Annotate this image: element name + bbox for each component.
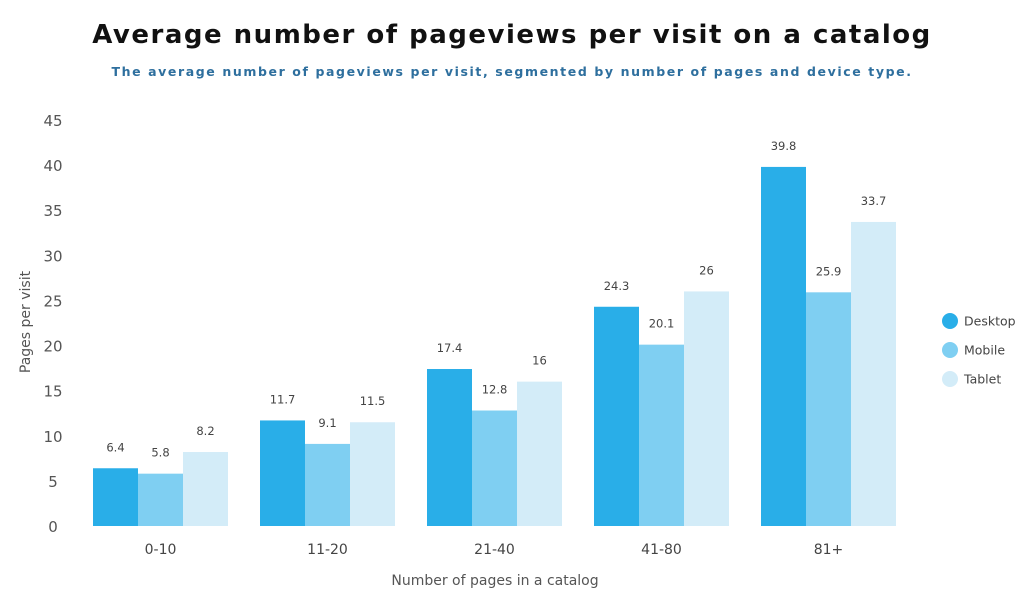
bar-mobile: [138, 473, 183, 526]
x-axis-title: Number of pages in a catalog: [391, 573, 598, 589]
bar-desktop: [427, 369, 472, 526]
legend-label: Mobile: [964, 343, 1005, 358]
x-tick-label: 41-80: [641, 542, 682, 558]
data-label: 6.4: [106, 440, 124, 454]
x-tick-label: 0-10: [145, 542, 177, 558]
y-tick-label: 5: [48, 473, 58, 491]
data-label: 11.5: [360, 394, 386, 408]
data-label: 17.4: [437, 341, 463, 355]
y-tick-label: 15: [43, 383, 62, 401]
bar-desktop: [594, 306, 639, 526]
bar-tablet: [851, 221, 896, 526]
data-label: 39.8: [771, 139, 797, 153]
data-label: 25.9: [816, 264, 842, 278]
data-label: 11.7: [270, 392, 296, 406]
bar-desktop: [260, 420, 305, 526]
bar-tablet: [350, 422, 395, 526]
y-tick-label: 10: [43, 428, 62, 446]
chart-subtitle: The average number of pageviews per visi…: [111, 64, 913, 79]
bar-mobile: [305, 443, 350, 526]
legend-label: Tablet: [963, 372, 1001, 387]
bar-tablet: [684, 291, 729, 526]
y-tick-label: 40: [43, 157, 62, 175]
bar-tablet: [183, 452, 228, 526]
y-tick-label: 45: [43, 112, 62, 130]
bar-desktop: [93, 468, 138, 526]
y-tick-label: 30: [43, 247, 62, 265]
data-label: 20.1: [649, 317, 675, 331]
x-tick-label: 81+: [814, 542, 844, 558]
chart-title: Average number of pageviews per visit on…: [92, 20, 932, 50]
data-label: 8.2: [196, 424, 214, 438]
data-label: 26: [699, 263, 714, 277]
bar-mobile: [806, 292, 851, 526]
data-label: 9.1: [318, 416, 336, 430]
y-tick-label: 25: [43, 292, 62, 310]
y-tick-label: 20: [43, 338, 62, 356]
x-tick-label: 21-40: [474, 542, 515, 558]
data-label: 16: [532, 354, 547, 368]
bar-mobile: [472, 410, 517, 526]
legend-swatch-mobile: [942, 342, 958, 358]
data-label: 12.8: [482, 383, 508, 397]
y-tick-label: 0: [48, 518, 58, 536]
y-tick-label: 35: [43, 202, 62, 220]
data-label: 33.7: [861, 194, 887, 208]
legend-swatch-tablet: [942, 371, 958, 387]
data-label: 5.8: [151, 446, 169, 460]
y-axis-title: Pages per visit: [18, 270, 34, 373]
legend-label: Desktop: [964, 314, 1016, 329]
bar-tablet: [517, 381, 562, 526]
bar-mobile: [639, 344, 684, 526]
data-label: 24.3: [604, 279, 630, 293]
legend-swatch-desktop: [942, 313, 958, 329]
x-tick-label: 11-20: [307, 542, 348, 558]
bar-desktop: [761, 166, 806, 526]
